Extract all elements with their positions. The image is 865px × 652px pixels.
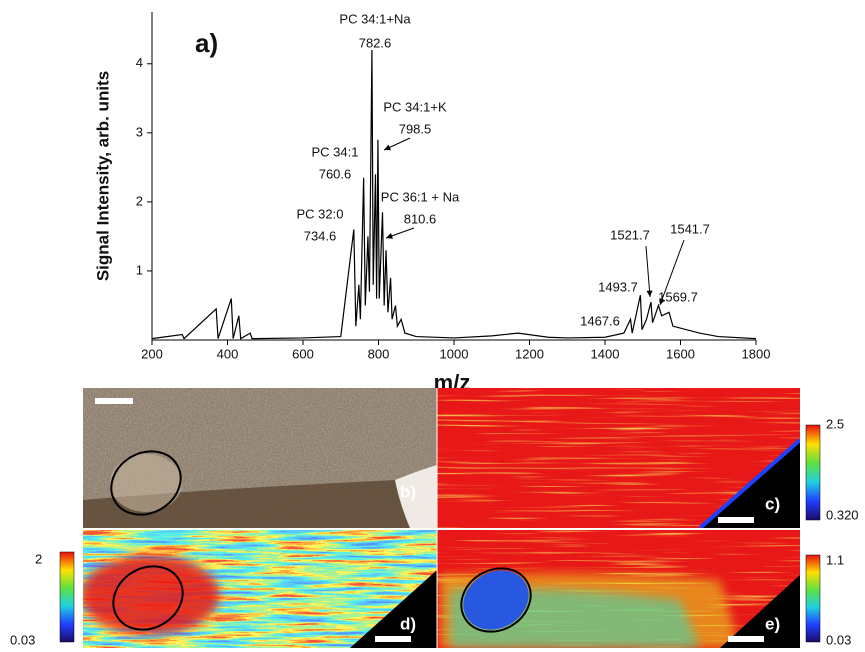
annotation-value: 1569.7 (658, 289, 698, 304)
arrow-head (386, 233, 393, 239)
panel-e-image (437, 530, 800, 648)
chart-title: a) (195, 28, 218, 58)
annotation-label: PC 36:1 + Na (381, 189, 460, 204)
x-tick-label: 1200 (515, 346, 544, 361)
annotation-arrow (645, 245, 651, 298)
x-tick-label: 400 (217, 346, 239, 361)
spectrum-line (151, 49, 757, 340)
annotation-label: PC 34:1 (312, 144, 359, 159)
colorbar-max: 1.1 (826, 552, 844, 567)
colorbar-d (59, 551, 75, 643)
y-axis-label: Signal Intensity, arb. units (93, 71, 112, 281)
x-tick-label: 600 (292, 346, 314, 361)
y-tick-label: 3 (136, 124, 143, 139)
annotation-value: 760.6 (319, 166, 352, 181)
image-panels: b) c) d) e) 2.5 0.320 2 0.03 1.1 0.03 (10, 388, 859, 648)
x-tick-label: 1000 (440, 346, 469, 361)
panel-d-image (83, 530, 437, 648)
colorbar-min: 0.03 (10, 632, 35, 647)
panel-b-image (83, 388, 437, 528)
annotation-value: 1467.6 (580, 313, 620, 328)
panel-label: c) (765, 494, 780, 513)
arrow-head (659, 298, 665, 305)
annotation-value: 734.6 (304, 228, 337, 243)
y-tick-label: 2 (136, 193, 143, 208)
spectrum-chart: a) m/z Signal Intensity, arb. units 200 4… (93, 11, 770, 394)
annotation-arrow (659, 239, 685, 306)
colorbar-e (805, 554, 821, 643)
annotation-label: PC 34:1+Na (339, 11, 411, 26)
x-tick-label: 1600 (666, 346, 695, 361)
colorbar-min: 0.320 (826, 507, 859, 522)
arrow-head (384, 144, 391, 151)
colorbar-min: 0.03 (826, 632, 851, 647)
annotation-value: 1521.7 (610, 227, 650, 242)
colorbar-max: 2.5 (826, 416, 844, 431)
y-tick-label: 1 (136, 262, 143, 277)
annotation-value: 798.5 (399, 121, 432, 136)
arrow-head (646, 290, 653, 297)
panel-c-image (437, 388, 800, 528)
annotation-value: 1493.7 (598, 279, 638, 294)
panel-label: b) (400, 482, 416, 501)
annotation-value: 1541.7 (670, 221, 710, 236)
annotation-label: PC 34:1+K (383, 99, 447, 114)
annotation-label: PC 32:0 (297, 206, 344, 221)
colorbar-c (805, 424, 821, 521)
x-tick-label: 800 (368, 346, 390, 361)
colorbar-max: 2 (35, 551, 42, 566)
x-tick-label: 200 (141, 346, 163, 361)
x-tick-label: 1400 (591, 346, 620, 361)
panel-label: e) (765, 614, 780, 633)
y-tick-label: 4 (136, 55, 143, 70)
x-tick-label: 1800 (742, 346, 771, 361)
annotation-value: 782.6 (359, 35, 392, 50)
panel-label: d) (400, 614, 416, 633)
annotation-value: 810.6 (404, 211, 437, 226)
